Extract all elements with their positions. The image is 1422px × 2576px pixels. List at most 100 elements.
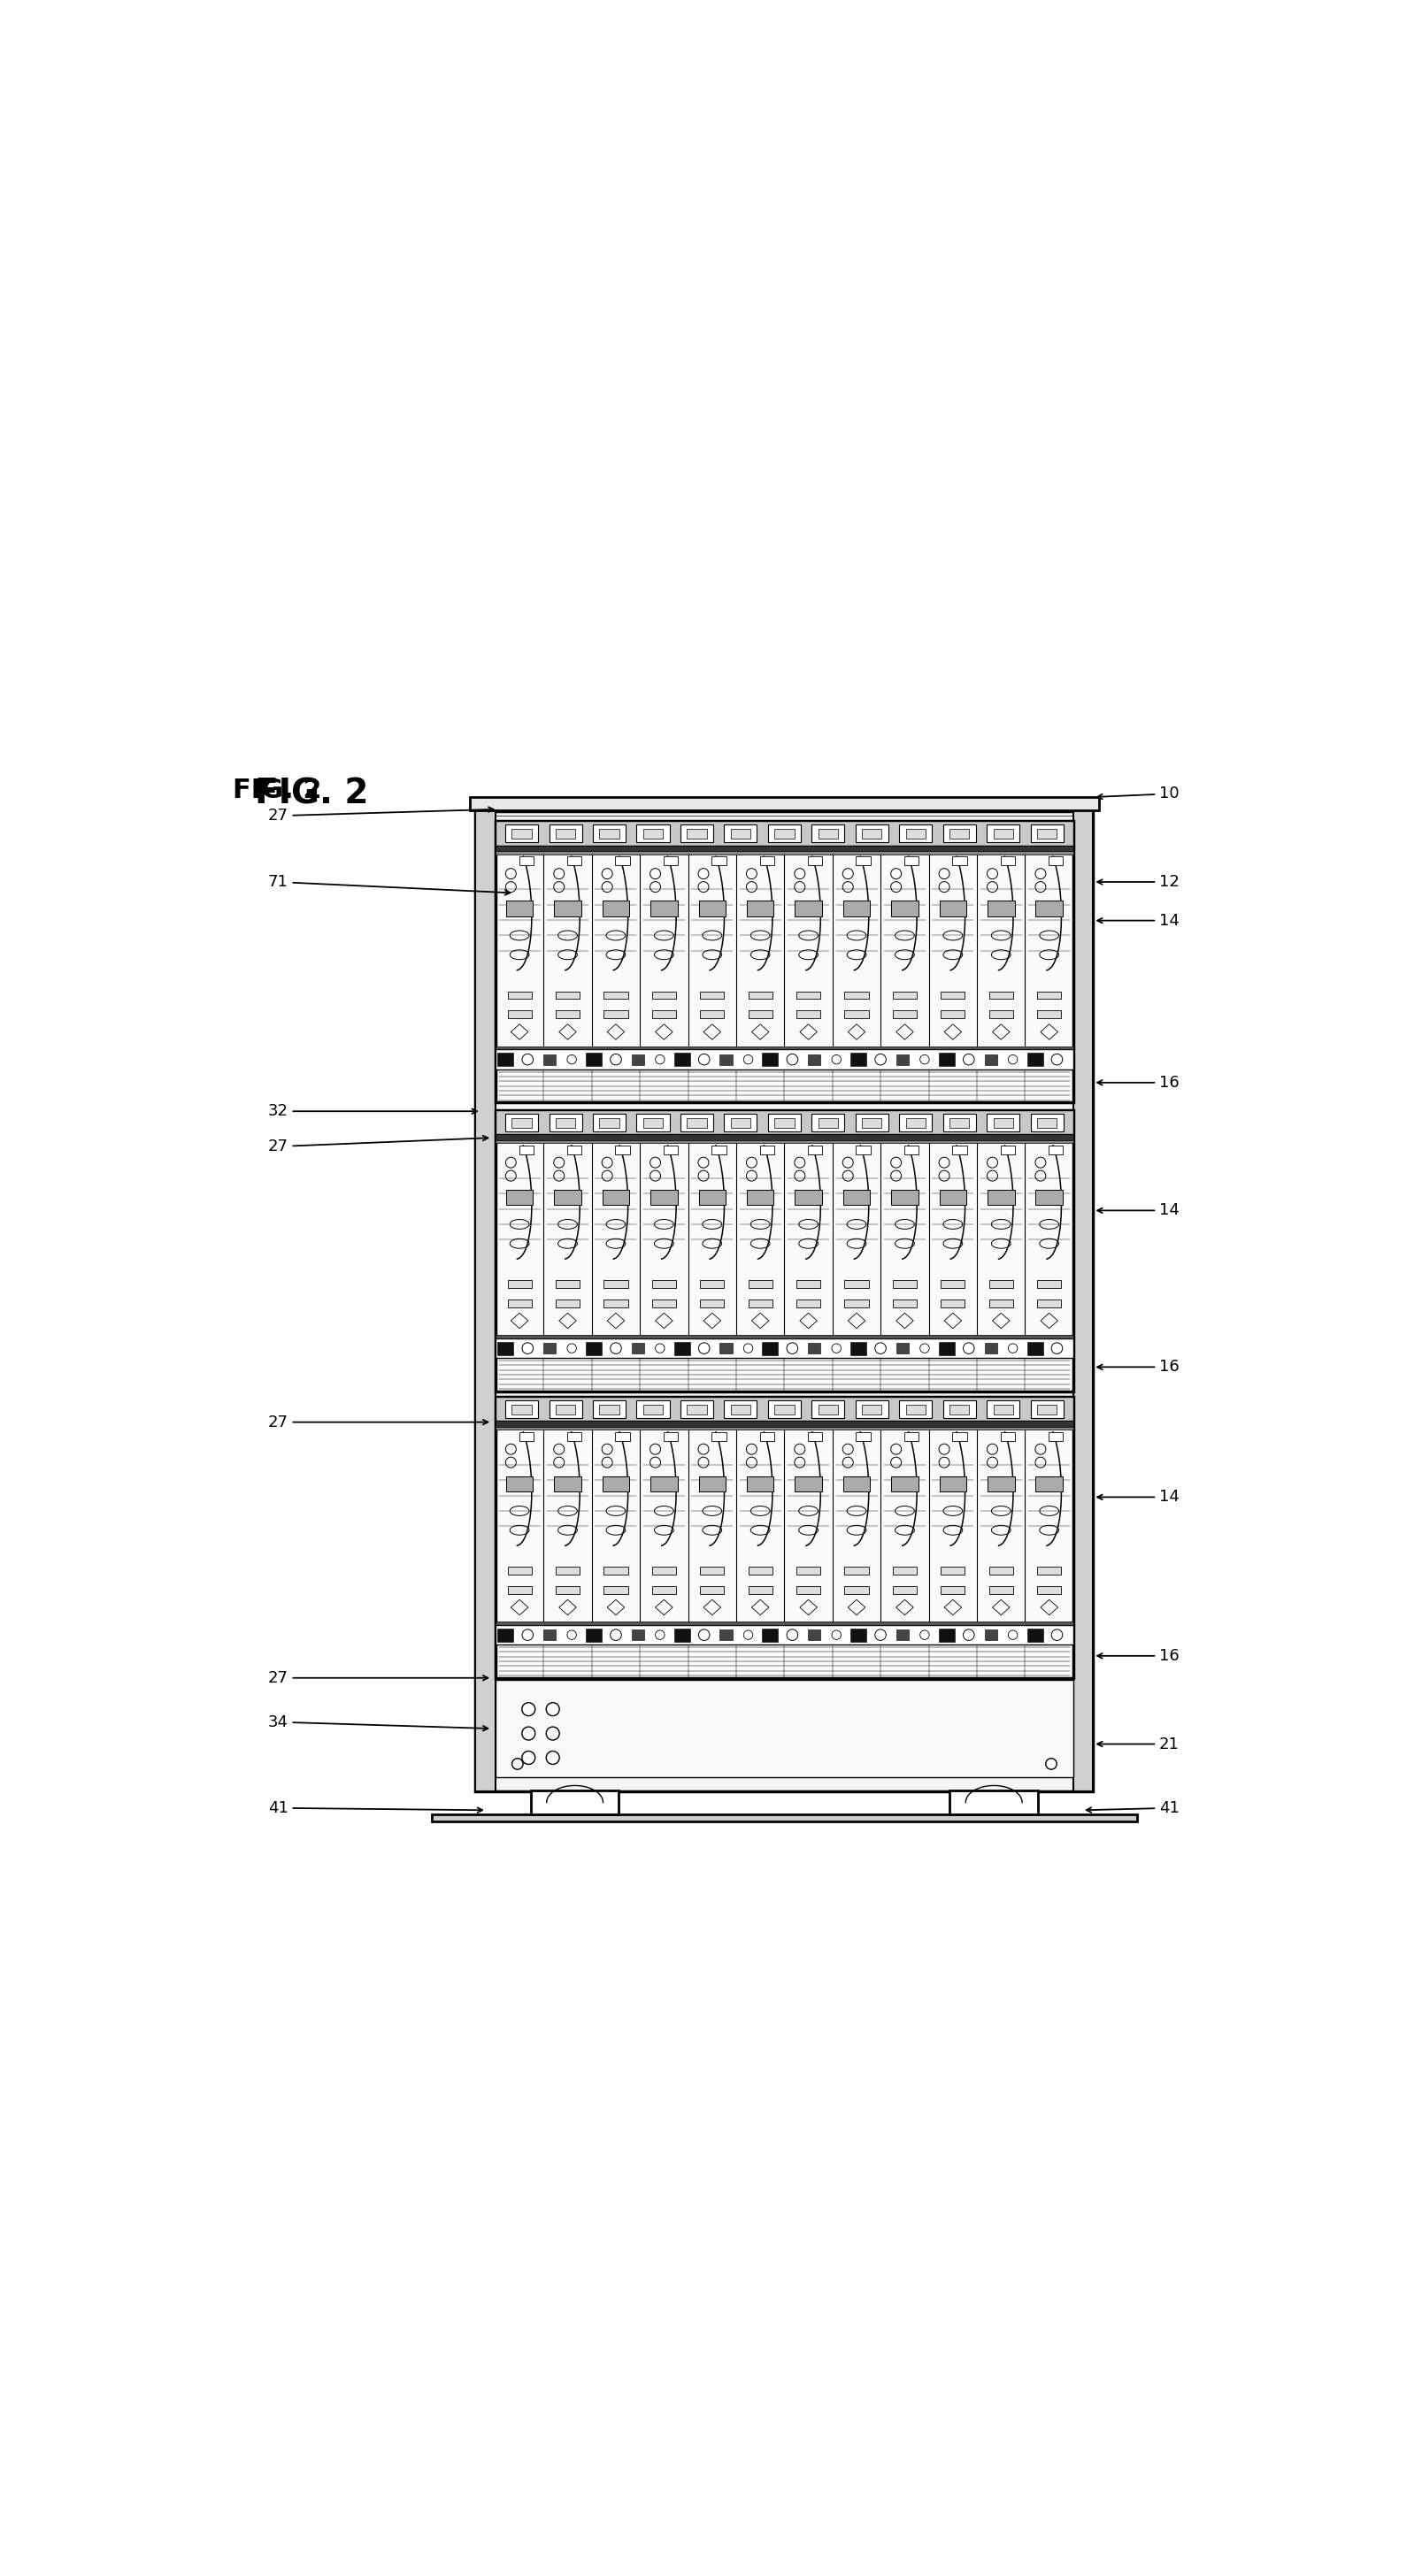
Bar: [614, 1146, 630, 1154]
Bar: [720, 1342, 732, 1352]
Bar: [855, 1401, 887, 1417]
Bar: [939, 1476, 966, 1492]
Bar: [768, 1401, 801, 1417]
Bar: [993, 829, 1012, 840]
Bar: [603, 1280, 627, 1288]
Bar: [855, 824, 887, 842]
Bar: [687, 829, 707, 840]
Bar: [674, 1628, 690, 1641]
Bar: [530, 1790, 619, 1814]
Bar: [940, 992, 964, 999]
Bar: [890, 1190, 917, 1206]
Bar: [543, 1631, 556, 1641]
Bar: [748, 1280, 772, 1288]
Bar: [674, 1054, 690, 1066]
Bar: [674, 1342, 690, 1355]
Bar: [1037, 1118, 1057, 1128]
Bar: [556, 1587, 579, 1595]
Bar: [431, 1814, 1136, 1821]
Bar: [890, 1476, 917, 1492]
Bar: [796, 1298, 820, 1306]
Bar: [603, 1010, 627, 1018]
Text: 16: 16: [1096, 1360, 1179, 1376]
Bar: [556, 1566, 579, 1574]
Bar: [747, 902, 774, 917]
Bar: [614, 858, 630, 866]
Bar: [508, 1298, 532, 1306]
Bar: [495, 1110, 1072, 1133]
Bar: [1037, 1298, 1061, 1306]
Text: 10: 10: [1096, 786, 1179, 801]
Bar: [850, 1054, 866, 1066]
Text: 41: 41: [267, 1801, 482, 1816]
Bar: [556, 829, 574, 840]
Bar: [906, 829, 924, 840]
Bar: [724, 824, 757, 842]
Bar: [845, 1280, 867, 1288]
Bar: [698, 1190, 725, 1206]
Text: FIG. 2: FIG. 2: [233, 778, 321, 804]
Bar: [796, 992, 820, 999]
Bar: [940, 1010, 964, 1018]
Bar: [711, 858, 725, 866]
Bar: [988, 1566, 1012, 1574]
Bar: [720, 1631, 732, 1641]
Bar: [1037, 1280, 1061, 1288]
Bar: [808, 1432, 822, 1440]
Bar: [1035, 902, 1062, 917]
Bar: [731, 1404, 749, 1414]
Bar: [984, 1054, 997, 1064]
Bar: [1037, 1010, 1061, 1018]
Bar: [896, 1342, 909, 1352]
Bar: [943, 1401, 975, 1417]
Bar: [512, 1404, 532, 1414]
Bar: [762, 1628, 778, 1641]
Bar: [593, 1113, 626, 1131]
Text: 71: 71: [267, 873, 509, 894]
Bar: [636, 824, 670, 842]
Bar: [651, 1280, 675, 1288]
Bar: [711, 1432, 725, 1440]
Text: 41: 41: [1085, 1801, 1179, 1816]
Bar: [948, 1790, 1037, 1814]
Bar: [845, 992, 867, 999]
Bar: [988, 992, 1012, 999]
Bar: [495, 845, 1072, 850]
Bar: [843, 1190, 869, 1206]
Bar: [680, 824, 712, 842]
Bar: [796, 1010, 820, 1018]
Bar: [505, 824, 538, 842]
Bar: [469, 796, 1098, 811]
Bar: [700, 1010, 724, 1018]
Bar: [508, 992, 532, 999]
Bar: [862, 829, 882, 840]
Bar: [687, 1118, 707, 1128]
Bar: [651, 1566, 675, 1574]
Bar: [549, 1113, 582, 1131]
Text: 14: 14: [1096, 1489, 1179, 1504]
Bar: [940, 1280, 964, 1288]
Bar: [1030, 824, 1062, 842]
Bar: [543, 1342, 556, 1352]
Text: 27: 27: [267, 1414, 488, 1430]
Bar: [948, 829, 968, 840]
Bar: [495, 1340, 1072, 1358]
Bar: [899, 1401, 931, 1417]
Bar: [1000, 1146, 1014, 1154]
Bar: [939, 1190, 966, 1206]
Bar: [808, 1342, 820, 1352]
Bar: [543, 1054, 556, 1064]
Bar: [845, 1298, 867, 1306]
Bar: [768, 824, 801, 842]
Bar: [808, 1631, 820, 1641]
Bar: [505, 1401, 538, 1417]
Bar: [759, 1432, 774, 1440]
Bar: [906, 1404, 924, 1414]
Bar: [567, 1146, 582, 1154]
Bar: [951, 1146, 967, 1154]
Bar: [508, 1280, 532, 1288]
Bar: [774, 1118, 793, 1128]
Bar: [951, 1432, 967, 1440]
Bar: [1000, 858, 1014, 866]
Bar: [862, 1404, 882, 1414]
